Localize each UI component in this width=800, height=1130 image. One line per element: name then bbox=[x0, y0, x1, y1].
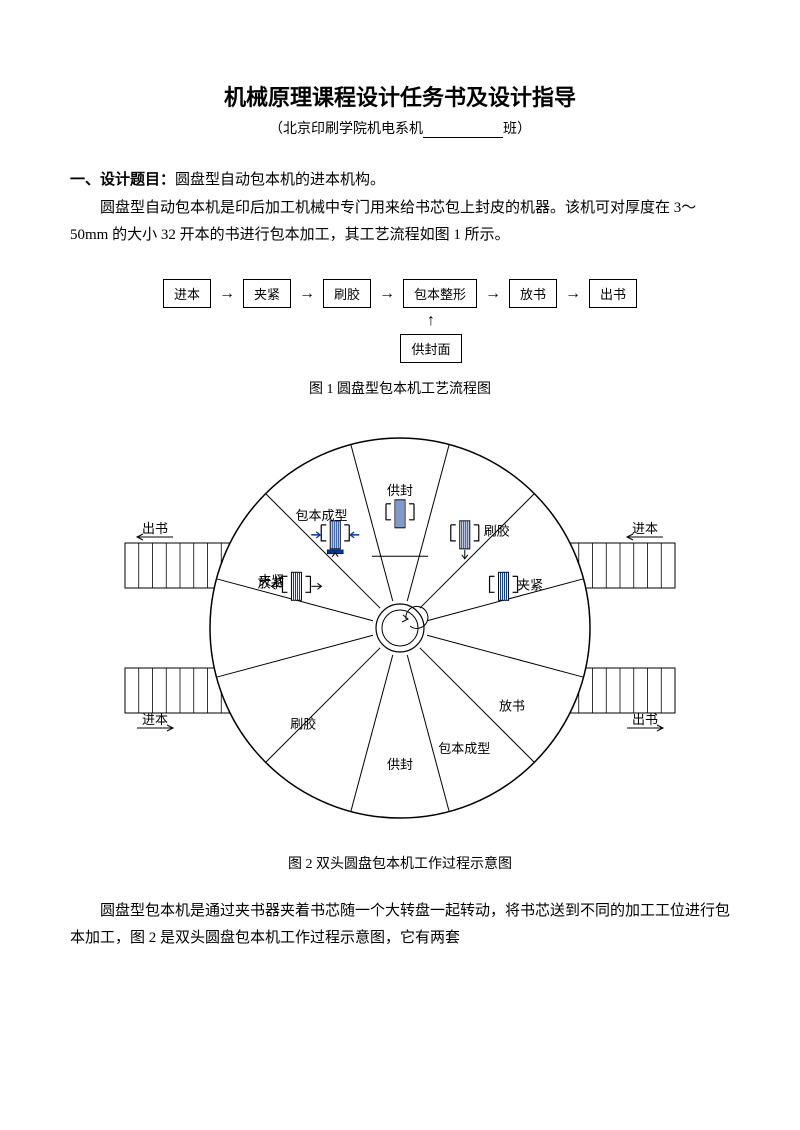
svg-text:放书: 放书 bbox=[258, 575, 284, 590]
intro-paragraph: 圆盘型自动包本机是印后加工机械中专门用来给书芯包上封皮的机器。该机可对厚度在 3… bbox=[70, 195, 730, 249]
subtitle-suffix: 班） bbox=[503, 122, 531, 137]
arrow-right-icon: → bbox=[299, 286, 315, 302]
flowchart-figure-1: 进本 → 夹紧 → 刷胶 → 包本整形 → 放书 → 出书 ↑ 供封面 bbox=[70, 279, 730, 363]
flow-node: 出书 bbox=[589, 279, 637, 308]
blank-underline bbox=[423, 124, 503, 138]
circle-diagram-figure-2: 进本出书出书进本供封刷胶夹紧放书包本成型供封刷胶夹紧放书包本成型 bbox=[100, 428, 700, 828]
arrow-right-icon: → bbox=[485, 286, 501, 302]
svg-text:放书: 放书 bbox=[499, 698, 525, 713]
closing-paragraph: 圆盘型包本机是通过夹书器夹着书芯随一个大转盘一起转动，将书芯送到不同的加工工位进… bbox=[70, 898, 730, 952]
svg-text:出书: 出书 bbox=[142, 521, 168, 536]
arrow-up-icon: ↑ bbox=[427, 312, 435, 330]
flowchart-side-branch: ↑ 供封面 bbox=[400, 308, 461, 363]
svg-text:出书: 出书 bbox=[632, 712, 658, 727]
section-1-header: 一、设计题目：圆盘型自动包本机的进本机构。 bbox=[70, 168, 730, 189]
flow-side-node: 供封面 bbox=[400, 334, 461, 363]
subtitle-prefix: （北京印刷学院机电系机 bbox=[269, 122, 423, 137]
svg-text:夹紧: 夹紧 bbox=[517, 578, 543, 593]
page-subtitle: （北京印刷学院机电系机 班） bbox=[70, 118, 730, 138]
svg-text:进本: 进本 bbox=[632, 521, 658, 536]
svg-text:供封: 供封 bbox=[387, 483, 413, 498]
flowchart-main-row: 进本 → 夹紧 → 刷胶 → 包本整形 → 放书 → 出书 bbox=[163, 279, 637, 308]
section-1-label: 一、设计题目： bbox=[70, 171, 175, 188]
flow-node: 夹紧 bbox=[243, 279, 291, 308]
page-title: 机械原理课程设计任务书及设计指导 bbox=[70, 80, 730, 112]
flow-node: 放书 bbox=[509, 279, 557, 308]
svg-text:供封: 供封 bbox=[387, 757, 413, 772]
caption-figure-1: 图 1 圆盘型包本机工艺流程图 bbox=[70, 378, 730, 398]
flow-node: 刷胶 bbox=[323, 279, 371, 308]
arrow-right-icon: → bbox=[379, 286, 395, 302]
svg-text:刷胶: 刷胶 bbox=[290, 717, 316, 732]
arrow-right-icon: → bbox=[565, 286, 581, 302]
arrow-right-icon: → bbox=[219, 286, 235, 302]
svg-text:刷胶: 刷胶 bbox=[484, 523, 510, 538]
flow-node: 包本整形 bbox=[403, 279, 477, 308]
section-1-content: 圆盘型自动包本机的进本机构。 bbox=[175, 172, 385, 188]
svg-text:包本成型: 包本成型 bbox=[438, 741, 490, 756]
svg-text:进本: 进本 bbox=[142, 712, 168, 727]
caption-figure-2: 图 2 双头圆盘包本机工作过程示意图 bbox=[70, 853, 730, 873]
flow-node: 进本 bbox=[163, 279, 211, 308]
